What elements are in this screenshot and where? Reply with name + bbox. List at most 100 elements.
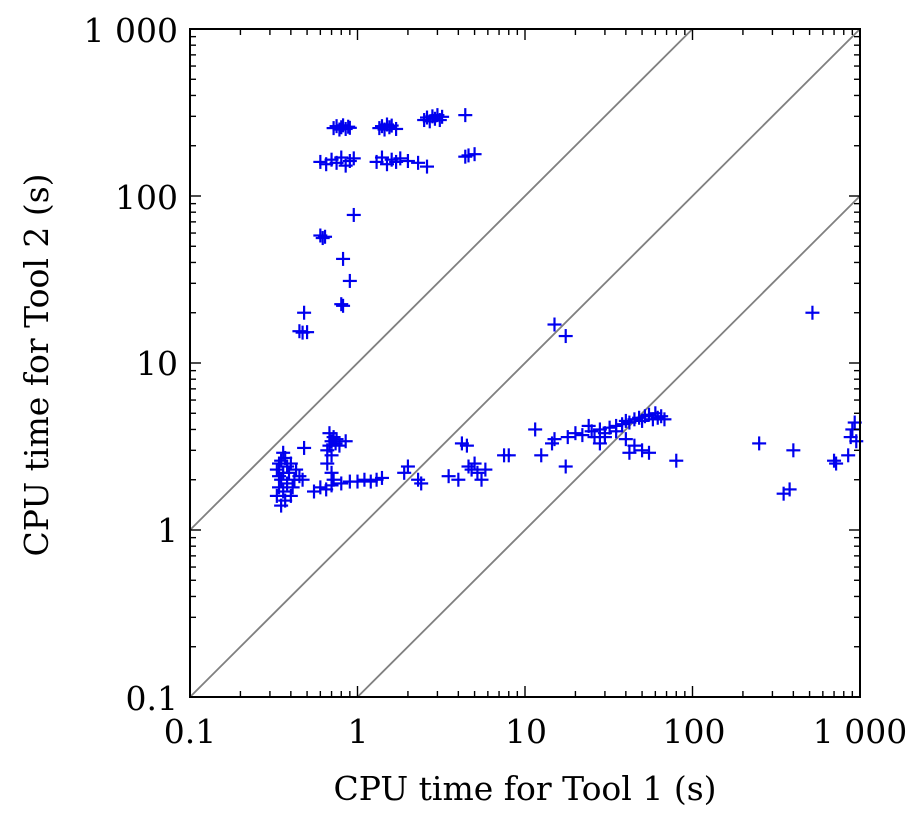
data-point xyxy=(374,470,389,485)
data-point xyxy=(363,474,378,489)
data-point xyxy=(560,430,575,445)
data-point xyxy=(389,121,404,136)
y-tick-label: 100 xyxy=(115,178,178,217)
data-point xyxy=(382,120,397,135)
data-point xyxy=(274,498,289,513)
x-tick-label: 100 xyxy=(663,712,726,751)
y-tick-label: 10 xyxy=(136,344,178,383)
data-point xyxy=(313,480,328,495)
data-point xyxy=(342,273,357,288)
data-point xyxy=(669,453,684,468)
data-point xyxy=(632,410,647,425)
data-point xyxy=(393,151,408,166)
data-point xyxy=(326,472,341,487)
data-point xyxy=(786,443,801,458)
data-point xyxy=(332,438,347,453)
data-point xyxy=(464,462,479,477)
data-point xyxy=(346,207,361,222)
data-point xyxy=(642,445,657,460)
data-point xyxy=(350,474,365,489)
y-tick-label: 1 xyxy=(157,511,178,550)
data-point xyxy=(432,113,447,128)
y-axis-title: CPU time for Tool 2 (s) xyxy=(17,173,56,556)
data-point xyxy=(627,438,642,453)
y-tick-label: 0.1 xyxy=(126,679,178,718)
data-point xyxy=(558,329,573,344)
data-point xyxy=(420,159,435,174)
data-point xyxy=(609,424,624,439)
data-point xyxy=(320,456,335,471)
data-point xyxy=(329,432,344,447)
data-point xyxy=(618,432,633,447)
data-point xyxy=(400,459,415,474)
data-point xyxy=(324,448,339,463)
data-point xyxy=(650,410,665,425)
data-point xyxy=(292,469,307,484)
data-point xyxy=(334,297,349,312)
data-point xyxy=(575,428,590,443)
data-point xyxy=(285,480,300,495)
data-point xyxy=(400,154,415,169)
data-point xyxy=(283,488,298,503)
data-point xyxy=(295,472,310,487)
data-point xyxy=(346,151,361,166)
data-point xyxy=(272,456,287,471)
data-point xyxy=(276,484,291,499)
data-point xyxy=(322,426,337,441)
plot-frame xyxy=(189,28,861,698)
data-point xyxy=(829,456,844,471)
reference-line xyxy=(189,28,861,698)
data-point xyxy=(324,465,339,480)
y-tick-label: 1 000 xyxy=(84,11,178,50)
data-point xyxy=(336,298,351,313)
data-point xyxy=(558,459,573,474)
data-point xyxy=(297,305,312,320)
data-point xyxy=(635,443,650,458)
data-point xyxy=(411,155,426,170)
reference-line xyxy=(189,28,694,531)
data-point xyxy=(300,325,315,340)
data-point xyxy=(282,465,297,480)
data-point xyxy=(467,456,482,471)
data-point xyxy=(276,445,291,460)
data-point xyxy=(622,445,637,460)
data-point xyxy=(414,476,429,491)
data-point xyxy=(528,422,543,437)
data-point xyxy=(841,448,856,463)
data-point xyxy=(334,150,349,165)
data-point xyxy=(313,154,328,169)
x-tick-label: 1 000 xyxy=(813,712,907,751)
x-tick-label: 1 xyxy=(348,712,369,751)
data-point xyxy=(657,412,672,427)
data-point xyxy=(269,462,284,477)
reference-line xyxy=(356,195,861,698)
reference-lines xyxy=(189,28,861,698)
data-point xyxy=(547,432,562,447)
data-point xyxy=(827,453,842,468)
data-point xyxy=(341,119,356,134)
data-point xyxy=(289,462,304,477)
data-point xyxy=(441,469,456,484)
data-point xyxy=(336,251,351,266)
data-point xyxy=(458,149,473,164)
data-point xyxy=(474,472,489,487)
data-point xyxy=(467,147,482,162)
data-point xyxy=(458,108,473,123)
data-point xyxy=(581,418,596,433)
data-point xyxy=(805,305,820,320)
data-point xyxy=(568,426,583,441)
data-point xyxy=(272,469,287,484)
x-tick-label: 0.1 xyxy=(164,712,216,751)
data-point xyxy=(547,317,562,332)
data-point xyxy=(342,120,357,135)
data-point xyxy=(592,436,607,451)
data-point xyxy=(782,482,797,497)
x-tick-label: 10 xyxy=(505,712,547,751)
data-point xyxy=(451,472,466,487)
data-point xyxy=(357,472,372,487)
data-point xyxy=(297,440,312,455)
data-point xyxy=(461,459,476,474)
data-point xyxy=(618,413,633,428)
data-points xyxy=(269,108,864,513)
